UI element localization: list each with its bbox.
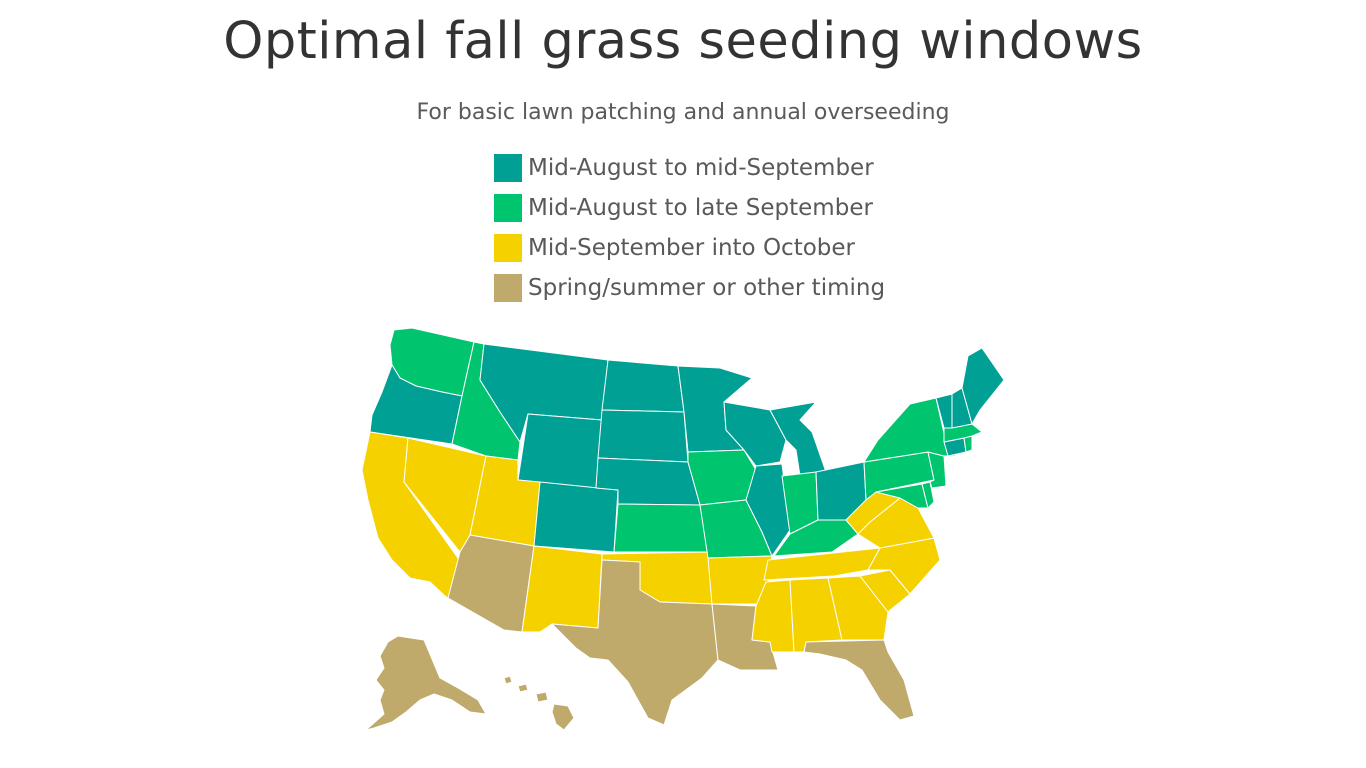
legend-label-teal: Mid-August to mid-September xyxy=(528,155,874,181)
map-subtitle: For basic lawn patching and annual overs… xyxy=(416,100,950,125)
state-kansas xyxy=(613,503,709,553)
state-texas xyxy=(551,559,719,726)
state-maryland xyxy=(875,483,929,509)
state-wyoming xyxy=(517,413,603,489)
state-illinois xyxy=(745,463,791,557)
legend-label-yellow: Mid-September into October xyxy=(528,235,855,261)
legend-swatch-green xyxy=(494,194,522,222)
map-title: Optimal fall grass seeding windows xyxy=(223,12,1143,71)
state-florida xyxy=(803,639,915,721)
legend-swatch-teal xyxy=(494,154,522,182)
state-north-dakota xyxy=(601,359,685,413)
state-maine xyxy=(961,347,1005,425)
state-rhode-island xyxy=(963,435,973,453)
state-hawaii-maui xyxy=(535,691,549,703)
state-iowa xyxy=(687,449,757,506)
state-arizona xyxy=(447,534,535,633)
legend-label-tan: Spring/summer or other timing xyxy=(528,275,886,301)
state-georgia xyxy=(827,575,889,641)
state-hawaii-big-island xyxy=(551,703,575,731)
state-hawaii xyxy=(503,675,513,685)
state-new-york xyxy=(863,397,957,463)
state-tennessee xyxy=(763,547,881,581)
state-new-mexico xyxy=(521,545,603,633)
state-colorado xyxy=(533,481,619,553)
state-delaware xyxy=(921,481,935,509)
legend-label-green: Mid-August to late September xyxy=(528,195,873,221)
us-map xyxy=(361,327,1005,731)
state-alaska xyxy=(365,635,487,731)
legend-swatch-tan xyxy=(494,274,522,302)
legend-swatch-yellow xyxy=(494,234,522,262)
state-california xyxy=(361,431,471,599)
state-hawaii-oahu xyxy=(517,683,529,693)
state-south-dakota xyxy=(597,409,689,463)
